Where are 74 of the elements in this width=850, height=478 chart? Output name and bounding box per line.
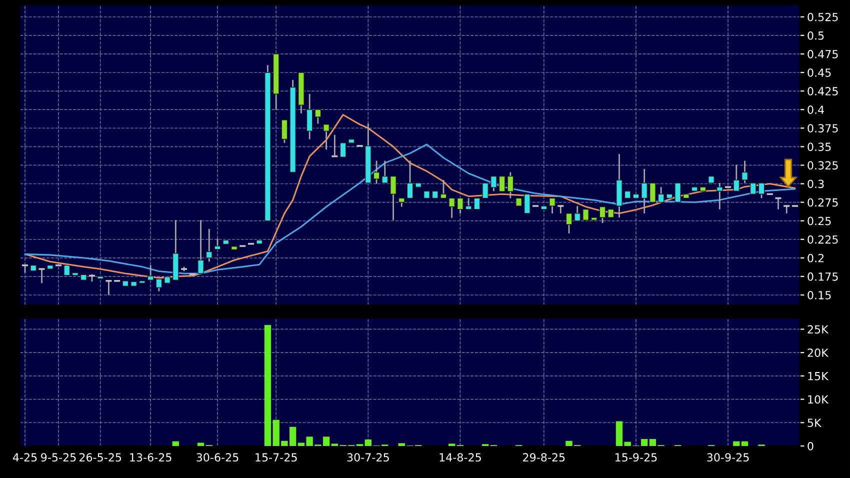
candlestick (440, 179, 447, 199)
candlestick (524, 194, 530, 214)
candlestick (574, 205, 581, 222)
candlestick (281, 119, 288, 144)
bar (172, 441, 180, 446)
candlestick (742, 160, 748, 184)
candlestick (390, 176, 396, 221)
y-tick-label: 0.275 (808, 198, 838, 207)
y-tick-label: 0.35 (808, 142, 831, 152)
y-tick-label: 0.175 (808, 272, 838, 281)
candlestick (641, 168, 648, 214)
x-tick-label: 30-6-25 (196, 453, 238, 462)
candlestick (782, 205, 791, 214)
y-tick-label: 10K (808, 395, 829, 404)
y-tick-label: 0.425 (808, 87, 838, 96)
y-tick-label: 0.3 (808, 180, 824, 188)
x-tick-label: 29-8-25 (523, 453, 565, 462)
candlestick (758, 182, 765, 199)
candlestick (566, 212, 572, 234)
x-tick-label: 4-25 (12, 453, 37, 462)
x-tick-label: 15-9-25 (616, 453, 657, 462)
y-tick-label: 5K (808, 418, 822, 428)
candlestick (582, 208, 589, 220)
y-tick-label: 20K (808, 348, 829, 357)
y-tick-label: 0.5 (808, 31, 824, 40)
candlestick (206, 228, 212, 262)
y-tick-label: 0.4 (808, 106, 824, 114)
candlestick (482, 182, 489, 199)
candlestick (64, 264, 70, 276)
candlestick (750, 182, 756, 194)
candlestick (733, 164, 740, 192)
candlestick (490, 176, 497, 192)
bar (741, 441, 748, 446)
candlestick (599, 206, 606, 224)
candlestick (716, 182, 723, 210)
x-tick-label: 14-8-25 (440, 453, 481, 462)
x-tick-label: 30-9-25 (707, 453, 749, 462)
candlestick (214, 238, 221, 250)
candlestick (457, 198, 464, 214)
x-tick-label: 13-6-25 (130, 453, 172, 462)
y-tick-label: 0.525 (808, 12, 838, 22)
x-tick-label: 15-7-25 (256, 453, 297, 462)
line-series (24, 144, 796, 274)
x-tick-label: 30-7-25 (347, 453, 389, 462)
candlestick (406, 160, 414, 199)
candlestick (556, 205, 565, 214)
bar (197, 442, 204, 446)
y-tick-label: 25K (808, 325, 829, 334)
y-tick-label: 0.45 (808, 68, 831, 77)
y-tick-label: 0.375 (808, 124, 838, 132)
candlestick (323, 124, 330, 150)
bar (733, 441, 740, 446)
candlestick (674, 182, 682, 203)
candlestick (373, 160, 380, 184)
y-tick-label: 0.225 (808, 235, 838, 244)
y-tick-label: 0.15 (808, 290, 831, 300)
candlestick (474, 198, 480, 210)
x-tick-label: 26-5-25 (79, 453, 122, 462)
y-tick-label: 0.475 (808, 50, 838, 58)
candlestick (650, 182, 656, 203)
candlestick (448, 198, 456, 219)
y-tick-label: 0.2 (808, 254, 824, 262)
candlestick (38, 268, 46, 284)
y-tick-label: 0.25 (808, 216, 831, 226)
y-tick-label: 15K (808, 372, 829, 380)
y-tick-label: 0 (808, 442, 814, 450)
candlestick (549, 198, 556, 214)
candlestick (465, 198, 472, 210)
candlestick (198, 219, 204, 275)
candlestick (382, 160, 388, 184)
candlestick (104, 280, 113, 296)
candlestick (340, 142, 346, 158)
x-tick-label: 9-5-25 (41, 453, 76, 462)
y-tick-label: 0.325 (808, 161, 838, 170)
